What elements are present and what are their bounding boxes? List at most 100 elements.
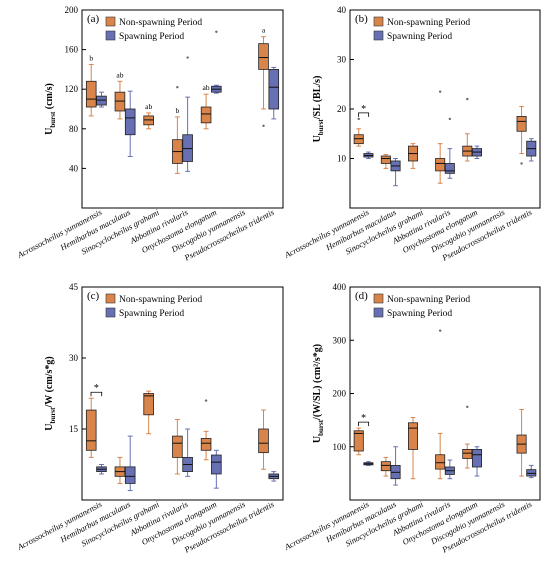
- box-spawning: [526, 464, 537, 479]
- box-non-spawning: [353, 427, 364, 456]
- box-body: [435, 158, 446, 172]
- plot-frame-a: [81, 9, 284, 209]
- box-body: [85, 409, 97, 451]
- significance-letter: a: [262, 26, 266, 35]
- y-tick-label: 120: [65, 84, 79, 94]
- panel-b: 10 20 30 40 Uburst/SL (BL/s) (b) Non-spawning …: [282, 5, 541, 263]
- box-non-spawning: [462, 405, 473, 469]
- outlier-point: [176, 86, 179, 89]
- outlier-point: [466, 405, 469, 409]
- legend-label: Non-spawning Period: [387, 295, 470, 305]
- box-non-spawning: [172, 419, 183, 475]
- y-axis-label: Uburst/(W/SL) (cm²/s*g): [312, 344, 325, 443]
- box-spawning: [211, 30, 222, 94]
- box-spawning: [444, 459, 455, 480]
- legend-label: Spawning Period: [387, 32, 452, 42]
- significance-letter: ab: [145, 102, 152, 111]
- outlier-point: [438, 90, 442, 93]
- box-body: [258, 43, 269, 70]
- significance-letter: b: [89, 53, 93, 62]
- box-body: [471, 449, 483, 468]
- box-body: [435, 454, 446, 470]
- box-spawning: [124, 90, 136, 158]
- legend-label: Non-spawning Period: [119, 295, 202, 305]
- significance-star: *: [94, 383, 99, 394]
- legend-swatch-spawning: [373, 307, 384, 318]
- y-tick-label: 300: [333, 335, 347, 345]
- panel-label: (b): [355, 13, 368, 25]
- box-body: [211, 454, 222, 475]
- panel-label: (c): [87, 290, 100, 302]
- legend-label: Non-spawning Period: [387, 18, 470, 28]
- box-spawning: [182, 428, 193, 477]
- box-body: [85, 80, 97, 108]
- legend-swatch-non-spawning: [373, 16, 384, 27]
- legend-label: Spawning Period: [119, 32, 184, 42]
- significance-bracket: [358, 112, 370, 117]
- y-axis-label: Uburst/W (cm/s*g): [44, 356, 57, 430]
- legend-swatch-non-spawning: [105, 293, 116, 304]
- outlier-point: [520, 162, 523, 165]
- panel-label: (d): [355, 290, 368, 302]
- box-non-spawning: b: [172, 86, 183, 174]
- legend-swatch-spawning: [105, 30, 116, 41]
- box-non-spawning: [462, 97, 473, 162]
- y-tick-label: 200: [333, 389, 347, 399]
- panel-c: 15 30 45 Uburst/W (cm/s*g) (c) Non-spawning P…: [15, 282, 284, 555]
- box-spawning: [363, 151, 374, 159]
- box-non-spawning: [380, 154, 391, 169]
- y-tick-label: 100: [333, 442, 347, 452]
- box-body: [268, 69, 280, 110]
- box-non-spawning: [353, 117, 364, 147]
- box-body: [353, 430, 364, 452]
- box-non-spawning: [114, 456, 126, 484]
- box-body: [143, 393, 154, 416]
- box-body: [526, 469, 537, 477]
- box-spawning: [444, 117, 455, 179]
- y-tick-label: 40: [69, 163, 79, 173]
- box-non-spawning: a: [258, 26, 269, 128]
- box-body: [407, 422, 419, 450]
- significance-letter: ab: [203, 83, 210, 92]
- legend-label: Spawning Period: [119, 309, 184, 319]
- y-tick-label: 30: [69, 353, 79, 363]
- box-body: [124, 466, 136, 484]
- y-tick-label: 30: [337, 55, 347, 65]
- legend-swatch-non-spawning: [373, 293, 384, 304]
- box-spawning: [363, 461, 374, 466]
- box-body: [380, 461, 391, 472]
- box-body: [172, 435, 183, 458]
- panel-a: 40 80 120 160 200 Uburst (cm/s) (a) Non-spawnin…: [15, 5, 284, 263]
- significance-bracket: [358, 421, 370, 427]
- box-non-spawning: [258, 409, 269, 470]
- box-spawning: [471, 446, 483, 477]
- box-spawning: [96, 91, 107, 108]
- outlier-point: [186, 56, 189, 59]
- box-body: [462, 449, 473, 459]
- box-non-spawning: ab: [114, 70, 126, 120]
- y-axis-label: Uburst/SL (BL/s): [312, 76, 325, 143]
- box-spawning: [268, 66, 280, 120]
- significance-bracket: [90, 391, 103, 397]
- box-spawning: [124, 435, 136, 492]
- outlier-point: [262, 124, 265, 128]
- box-non-spawning: [516, 106, 527, 165]
- legend-swatch-non-spawning: [105, 16, 116, 27]
- outlier-point: [438, 329, 442, 332]
- y-axis-label: Uburst (cm/s): [44, 83, 57, 135]
- box-body: [444, 163, 455, 174]
- box-non-spawning: [435, 90, 446, 184]
- y-tick-label: 10: [337, 154, 347, 164]
- y-tick-label: 40: [337, 5, 347, 15]
- y-tick-label: 15: [69, 424, 79, 434]
- box-non-spawning: [516, 408, 527, 477]
- box-non-spawning: ab: [143, 102, 154, 130]
- box-non-spawning: [380, 456, 391, 477]
- significance-star: *: [361, 104, 366, 115]
- y-tick-label: 20: [337, 104, 347, 114]
- box-body: [200, 438, 212, 451]
- significance-letter: b: [175, 106, 179, 115]
- box-non-spawning: b: [85, 53, 97, 117]
- y-tick-label: 200: [65, 5, 79, 15]
